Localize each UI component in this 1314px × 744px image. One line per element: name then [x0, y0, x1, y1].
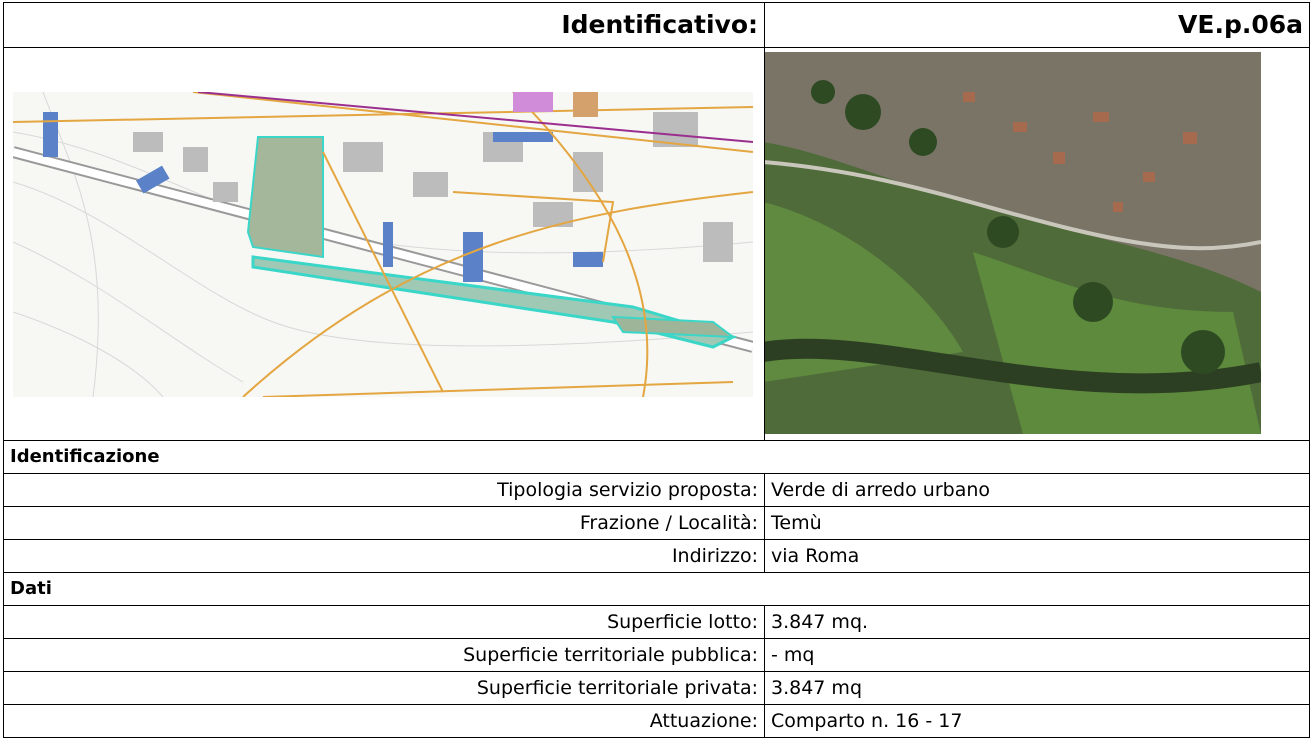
field-row: Indirizzo: via Roma [3, 539, 1310, 573]
section-row: Identificazione [3, 440, 1310, 474]
section-title: Identificazione [3, 440, 1310, 474]
header-label: Identificativo: [3, 2, 765, 48]
field-value: Comparto n. 16 - 17 [764, 704, 1310, 738]
map-cell [3, 47, 765, 441]
field-label: Superficie territoriale privata: [3, 671, 765, 705]
field-row: Superficie territoriale pubblica: - mq [3, 638, 1310, 672]
field-label: Tipologia servizio proposta: [3, 473, 765, 507]
photo-cell [764, 47, 1310, 441]
header-value: VE.p.06a [764, 2, 1310, 48]
header-row: Identificativo: VE.p.06a [3, 2, 1310, 48]
aerial-image [765, 52, 1261, 434]
field-label: Superficie territoriale pubblica: [3, 638, 765, 672]
field-value: 3.847 mq. [764, 605, 1310, 639]
field-label: Superficie lotto: [3, 605, 765, 639]
field-label: Attuazione: [3, 704, 765, 738]
field-row: Tipologia servizio proposta: Verde di arr… [3, 473, 1310, 507]
field-row: Attuazione: Comparto n. 16 - 17 [3, 704, 1310, 738]
field-row: Superficie lotto: 3.847 mq. [3, 605, 1310, 639]
section-row: Dati [3, 572, 1310, 606]
field-value: Verde di arredo urbano [764, 473, 1310, 507]
image-row [3, 47, 1310, 441]
field-value: 3.847 mq [764, 671, 1310, 705]
field-value: Temù [764, 506, 1310, 540]
field-value: - mq [764, 638, 1310, 672]
field-label: Frazione / Località: [3, 506, 765, 540]
section-title: Dati [3, 572, 1310, 606]
field-label: Indirizzo: [3, 539, 765, 573]
field-value: via Roma [764, 539, 1310, 573]
field-row: Frazione / Località: Temù [3, 506, 1310, 540]
map-image [13, 92, 753, 397]
sheet: Identificativo: VE.p.06a [3, 2, 1310, 738]
field-row: Superficie territoriale privata: 3.847 mq [3, 671, 1310, 705]
